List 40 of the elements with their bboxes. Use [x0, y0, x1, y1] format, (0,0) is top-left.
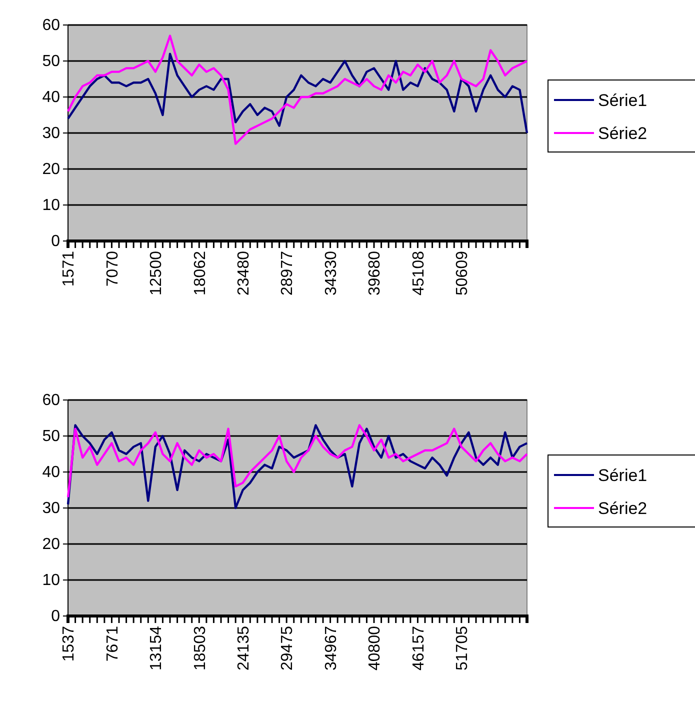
- x-tick-label: 40800: [366, 626, 384, 670]
- y-tick-label: 10: [42, 197, 60, 214]
- legend-label: Série2: [598, 499, 648, 518]
- legend-label: Série1: [598, 466, 648, 485]
- y-tick-label: 30: [42, 125, 60, 142]
- x-tick-label: 1537: [60, 626, 78, 662]
- y-tick-label: 0: [51, 233, 60, 250]
- x-tick-label: 18062: [192, 250, 209, 296]
- y-tick-label: 0: [51, 608, 60, 626]
- x-tick-label: 34330: [322, 250, 340, 296]
- y-tick-label: 60: [42, 392, 60, 410]
- line-series: [66, 34, 528, 145]
- y-tick-label: 50: [42, 53, 60, 70]
- x-tick-label: 45108: [410, 250, 428, 296]
- x-tick-label: 50609: [454, 250, 472, 296]
- x-tick-label: 7671: [104, 626, 122, 662]
- x-tick-label: 12500: [148, 250, 166, 296]
- legend-label: Série1: [598, 91, 648, 110]
- x-tick-label: 18503: [192, 626, 209, 670]
- y-tick-label: 60: [42, 17, 60, 34]
- y-tick-label: 20: [42, 161, 60, 178]
- x-tick-label: 7070: [104, 250, 122, 287]
- x-tick-label: 28977: [279, 250, 296, 296]
- x-tick-label: 29475: [279, 626, 296, 670]
- legend-label: Série2: [598, 124, 648, 143]
- x-tick-label: 39680: [366, 250, 384, 296]
- y-tick-label: 50: [42, 428, 60, 446]
- x-tick-label: 24135: [235, 626, 252, 670]
- y-tick-label: 40: [42, 89, 60, 106]
- x-tick-label: 46157: [410, 626, 428, 670]
- x-tick-label: 1571: [60, 250, 78, 287]
- y-tick-label: 30: [42, 500, 60, 518]
- y-tick-label: 10: [42, 572, 60, 590]
- x-tick-label: 51705: [454, 626, 472, 670]
- x-tick-label: 23480: [235, 250, 252, 296]
- line-series: [66, 52, 528, 134]
- y-tick-label: 20: [42, 536, 60, 554]
- x-tick-label: 13154: [148, 626, 166, 670]
- y-tick-label: 40: [42, 464, 60, 482]
- x-tick-label: 34967: [322, 626, 340, 670]
